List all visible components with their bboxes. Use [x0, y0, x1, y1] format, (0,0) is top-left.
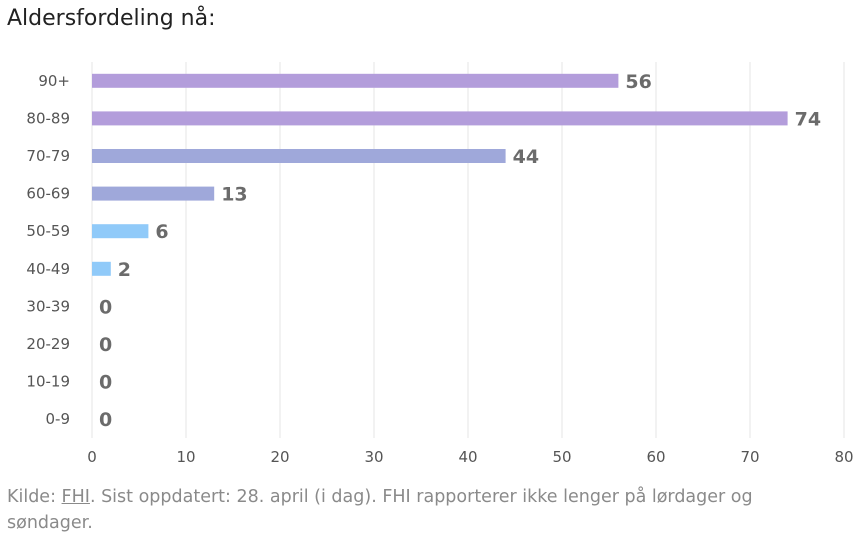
x-tick-label: 10 [176, 448, 195, 466]
y-tick-label: 10-19 [26, 373, 70, 391]
x-tick-label: 0 [87, 448, 97, 466]
y-tick-label: 90+ [38, 72, 70, 90]
data-label: 44 [513, 146, 539, 168]
y-tick-label: 50-59 [26, 222, 70, 240]
y-tick-label: 80-89 [26, 109, 70, 127]
source-text: . Sist oppdatert: 28. april (i dag). FHI… [7, 487, 753, 533]
x-tick-label: 60 [646, 448, 665, 466]
bar [92, 224, 149, 239]
x-tick-label: 30 [364, 448, 383, 466]
data-label: 2 [118, 259, 131, 281]
data-label: 56 [625, 71, 651, 93]
x-tick-label: 50 [552, 448, 571, 466]
chart-title: Aldersfordeling nå: [7, 6, 216, 31]
bar [92, 149, 506, 163]
y-tick-label: 20-29 [26, 335, 70, 353]
x-tick-label: 40 [458, 448, 477, 466]
x-tick-label: 70 [740, 448, 759, 466]
data-label: 74 [795, 108, 821, 130]
bar [92, 261, 111, 276]
x-tick-label: 80 [834, 448, 853, 466]
data-label: 0 [99, 409, 112, 431]
bar [92, 111, 788, 126]
x-tick-label: 20 [270, 448, 289, 466]
y-tick-label: 30-39 [26, 297, 70, 315]
y-tick-label: 0-9 [46, 410, 71, 428]
source-note: Kilde: FHI. Sist oppdatert: 28. april (i… [7, 484, 837, 536]
data-label: 0 [99, 372, 112, 394]
source-prefix: Kilde: [7, 487, 62, 507]
data-label: 13 [221, 184, 247, 206]
y-tick-label: 40-49 [26, 260, 70, 278]
y-tick-label: 60-69 [26, 185, 70, 203]
bar [92, 186, 215, 201]
source-link[interactable]: FHI [61, 487, 90, 507]
y-tick-label: 70-79 [26, 147, 70, 165]
data-label: 6 [155, 221, 168, 243]
data-label: 0 [99, 334, 112, 356]
data-label: 0 [99, 296, 112, 318]
bar [92, 73, 619, 88]
